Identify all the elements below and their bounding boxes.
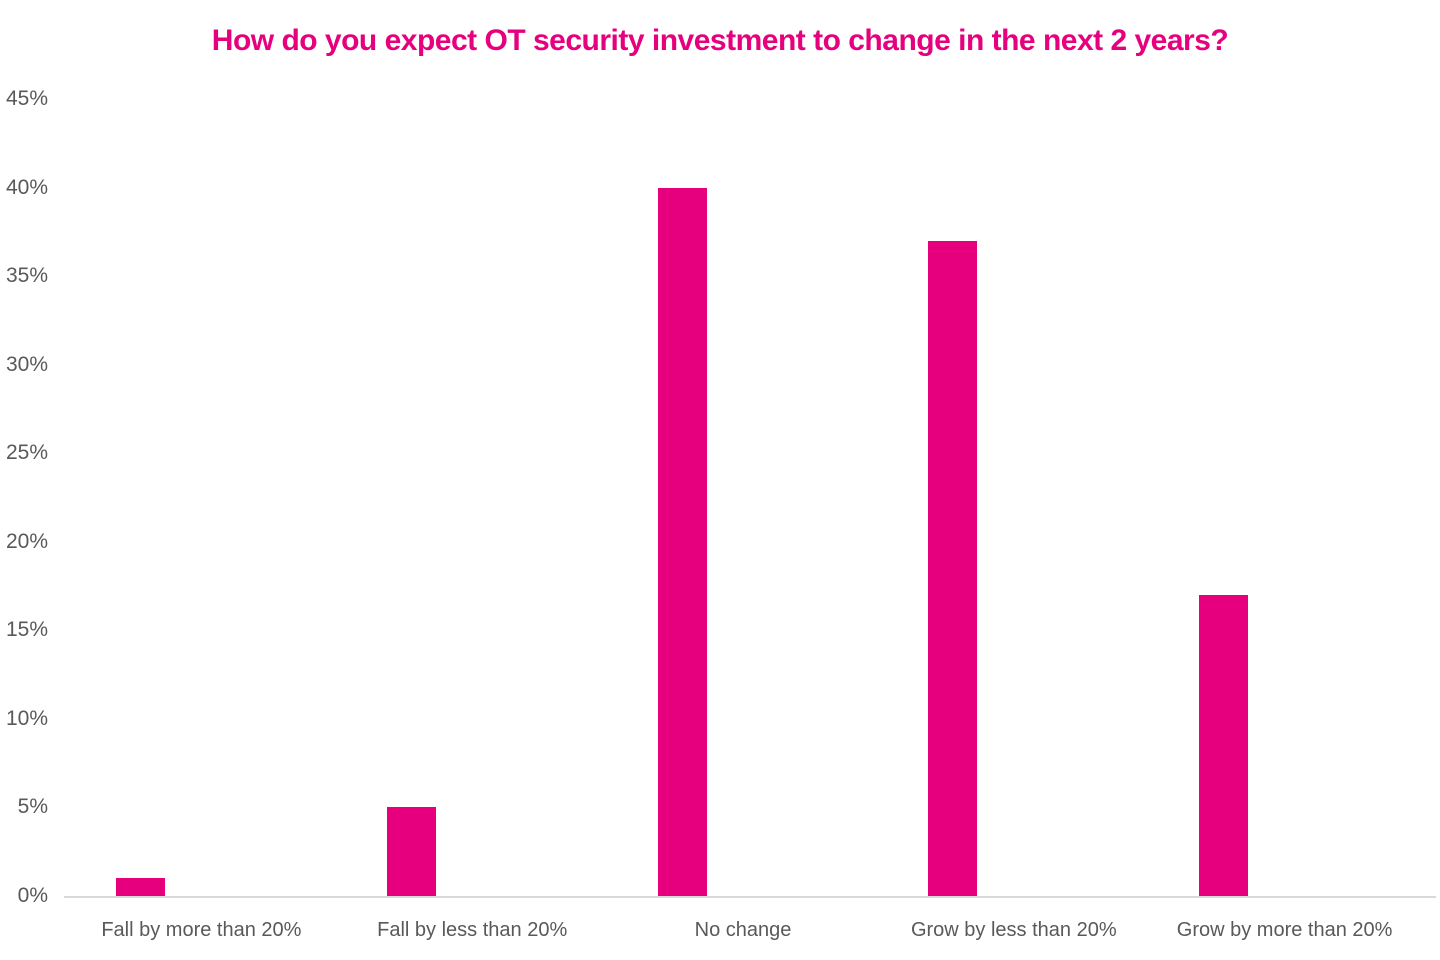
y-tick-label: 35%	[5, 264, 48, 288]
x-category-label: Grow by less than 20%	[910, 919, 1117, 941]
x-category-label: No change	[694, 919, 792, 941]
x-category-label: Fall by less than 20%	[377, 919, 568, 941]
y-tick-label: 30%	[5, 352, 48, 376]
x-category-label: Grow by more than 20%	[1176, 919, 1393, 941]
bar-grow-by-less-than-20	[928, 240, 978, 896]
chart-title: How do you expect OT security investment…	[211, 24, 1229, 57]
y-tick-label: 0%	[17, 884, 48, 907]
bar-fall-by-more-than-20	[115, 878, 165, 896]
y-tick-label: 45%	[5, 87, 48, 110]
y-tick-label: 10%	[5, 706, 48, 730]
x-category-label: Fall by more than 20%	[101, 919, 302, 941]
y-tick-label: 5%	[17, 795, 48, 819]
y-tick-label: 20%	[5, 529, 48, 553]
bar-no-change	[657, 187, 707, 896]
y-tick-label: 40%	[5, 175, 48, 199]
y-tick-label: 15%	[5, 618, 48, 642]
bar-grow-by-more-than-20	[1199, 594, 1249, 896]
bar-fall-by-less-than-20	[386, 807, 436, 896]
x-axis-baseline	[64, 896, 1436, 898]
y-tick-label: 25%	[5, 441, 48, 465]
